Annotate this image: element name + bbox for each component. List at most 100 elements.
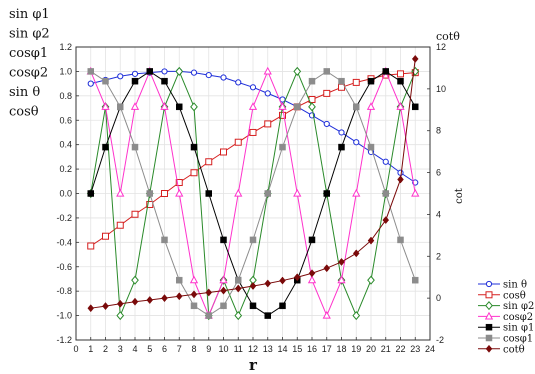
data-point <box>249 128 257 136</box>
legend-item: cotθ <box>478 344 525 355</box>
y-left-tick-label: -0.6 <box>56 262 72 272</box>
y-left-label-line: sin φ1 <box>9 7 50 22</box>
y-left-tick-label: -0.4 <box>56 237 72 247</box>
data-point <box>176 276 183 284</box>
data-point <box>131 275 139 285</box>
data-point <box>352 78 360 86</box>
data-point <box>220 286 227 295</box>
data-point <box>249 236 257 244</box>
data-point <box>294 103 301 111</box>
series-cosφ1 <box>87 68 419 319</box>
data-point <box>367 236 375 245</box>
data-point <box>87 304 95 313</box>
data-point <box>484 311 494 320</box>
data-point <box>220 302 227 310</box>
legend-label: cosφ1 <box>503 334 533 345</box>
data-point <box>323 190 330 197</box>
data-point <box>367 143 375 151</box>
data-point <box>308 102 316 112</box>
legend-label: sin θ <box>503 280 527 291</box>
data-point <box>175 188 184 197</box>
data-point <box>161 236 168 244</box>
data-point <box>264 190 271 197</box>
x-tick-label: 2 <box>103 344 108 354</box>
data-point <box>382 68 389 75</box>
data-point <box>338 143 345 151</box>
data-point <box>219 275 228 284</box>
data-point <box>412 103 419 111</box>
data-point <box>131 77 139 85</box>
data-point <box>279 143 286 151</box>
legend-item: cosθ <box>478 290 526 301</box>
data-point <box>353 139 360 146</box>
data-point <box>235 276 242 284</box>
data-point <box>485 334 493 342</box>
y-left-tick-label: -0.2 <box>56 213 72 223</box>
data-point <box>308 236 316 244</box>
data-point <box>205 190 212 197</box>
legend-item: sin φ1 <box>478 323 534 334</box>
x-tick-label: 12 <box>248 344 258 354</box>
y-left-tick-label: 0.4 <box>59 140 72 150</box>
legend-label: sin φ2 <box>503 301 534 312</box>
legend-item: sin φ2 <box>478 301 534 312</box>
data-point <box>205 312 212 319</box>
y-right-side-label: cot <box>454 188 465 204</box>
data-point <box>412 276 419 284</box>
x-tick-label: 9 <box>206 344 211 354</box>
data-point <box>161 190 168 197</box>
data-point <box>102 143 109 151</box>
data-point <box>366 102 376 110</box>
y-right-tick-label: -2 <box>436 335 444 345</box>
data-point <box>130 102 140 110</box>
data-point <box>308 269 316 278</box>
data-point <box>160 102 169 110</box>
data-point <box>338 257 345 266</box>
x-tick-label: 3 <box>118 344 123 354</box>
x-tick-label: 5 <box>147 344 152 354</box>
data-point <box>279 276 286 285</box>
data-point <box>161 294 168 303</box>
data-point <box>116 299 124 308</box>
data-point <box>307 275 317 284</box>
data-point <box>190 69 198 76</box>
y-left-label-line: sin θ <box>9 85 40 100</box>
y-left-tick-label: 1.0 <box>59 66 72 76</box>
y-left-label-line: cosφ1 <box>9 46 48 61</box>
data-point <box>234 188 243 197</box>
y-left-tick-label: 0.0 <box>59 189 72 199</box>
x-tick-label: 8 <box>191 344 196 354</box>
x-tick-label: 13 <box>263 344 273 354</box>
data-point <box>249 84 257 91</box>
data-point <box>189 275 199 284</box>
data-point <box>337 275 346 284</box>
tick-labels: 0 1 2 3 4 5 6 7 8 9 10 11 12 13 14 15 16 17 18 19 20 21 22 23 24… <box>56 42 446 354</box>
data-point <box>161 77 168 85</box>
data-point <box>117 73 124 80</box>
x-tick-label: 17 <box>322 344 332 354</box>
data-point <box>382 158 389 165</box>
x-tick-label: 19 <box>351 344 361 354</box>
x-tick-label: 11 <box>234 344 243 354</box>
data-point <box>397 70 404 78</box>
x-tick-label: 18 <box>336 344 346 354</box>
data-point <box>249 282 257 290</box>
data-point <box>264 279 272 288</box>
data-point <box>382 190 389 197</box>
data-point <box>323 89 331 97</box>
data-point <box>175 179 183 187</box>
y-left-tick-label: 1.2 <box>59 42 72 52</box>
y-right-tick-label: 2 <box>436 251 441 261</box>
data-point <box>190 290 198 299</box>
data-point <box>323 68 330 75</box>
data-point <box>264 120 272 128</box>
data-point <box>190 102 198 112</box>
data-point <box>220 74 227 81</box>
data-point <box>190 302 198 310</box>
data-point <box>234 138 242 146</box>
data-point <box>117 103 124 111</box>
data-point <box>353 103 360 111</box>
y-left-label-line: sin φ2 <box>9 27 50 42</box>
